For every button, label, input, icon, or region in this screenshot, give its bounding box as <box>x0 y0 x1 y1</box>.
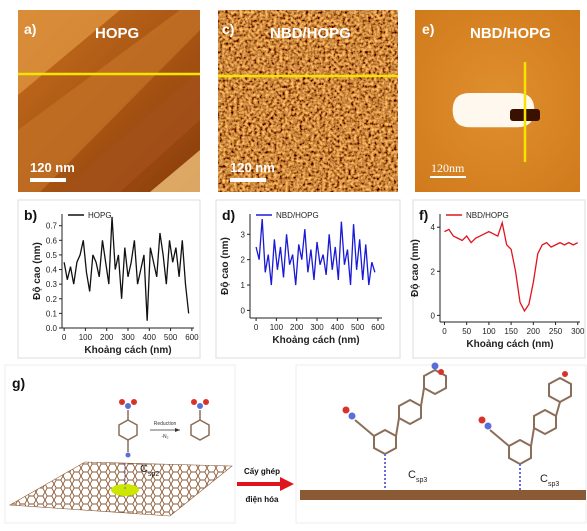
y-tick-label: 0.5 <box>46 251 58 260</box>
y-tick-label: 0.6 <box>46 236 58 245</box>
x-tick-label: 150 <box>504 327 518 336</box>
arrow-label: Cấy ghép <box>244 467 280 476</box>
panel-label: g) <box>12 375 25 391</box>
carbon-letter: C <box>408 469 416 481</box>
y-tick-label: 0.3 <box>46 280 58 289</box>
x-tick-label: 500 <box>351 323 365 332</box>
x-tick-label: 250 <box>549 327 563 336</box>
image-title: NBD/HOPG <box>270 25 351 42</box>
image-c: c) NBD/HOPG 120 nm <box>218 10 398 192</box>
atom <box>203 399 209 405</box>
graphene-lattice <box>300 490 586 500</box>
image-title: HOPG <box>95 25 139 42</box>
arrow-head <box>280 477 294 491</box>
x-tick-label: 600 <box>371 323 385 332</box>
x-tick-label: 100 <box>482 327 496 336</box>
y-tick-label: 0.1 <box>46 309 58 318</box>
image-a: a) HOPG 120 nm <box>18 10 200 192</box>
atom <box>485 423 492 430</box>
scheme: g) Csp2 Reduction -N₂ Cấy ghép điện hóa <box>5 363 586 524</box>
x-tick-label: 300 <box>571 327 585 336</box>
arrow-label: điện hóa <box>246 495 279 504</box>
panel-label: c) <box>222 21 234 37</box>
panel-label: d) <box>222 207 235 223</box>
x-tick-label: 50 <box>462 327 471 336</box>
data-line <box>64 217 189 321</box>
x-tick-label: 500 <box>164 333 178 342</box>
x-tick-label: 400 <box>331 323 345 332</box>
data-line <box>256 219 375 285</box>
atom <box>438 369 444 375</box>
figure: a) HOPG 120 nm c) NBD/HOPG 120 nm e) NBD… <box>0 0 587 526</box>
panel-label: a) <box>24 21 36 37</box>
data-line <box>444 223 577 311</box>
x-tick-label: 600 <box>185 333 199 342</box>
y-tick-label: 4 <box>431 223 436 232</box>
reaction-site <box>111 484 139 496</box>
scale-bar <box>230 178 266 182</box>
scale-label: 120nm <box>431 161 465 175</box>
scale-bar <box>430 176 466 178</box>
x-tick-label: 0 <box>442 327 447 336</box>
y-tick-label: 0.0 <box>46 324 58 333</box>
carbon-subscript: sp2 <box>148 471 159 478</box>
x-tick-label: 300 <box>310 323 324 332</box>
y-tick-label: 0.7 <box>46 222 58 231</box>
carbon-subscript: sp3 <box>548 481 559 488</box>
x-tick-label: 100 <box>270 323 284 332</box>
y-axis-label: Độ cao (nm) <box>220 237 231 295</box>
y-tick-label: 0 <box>241 306 246 315</box>
panel-label: f) <box>419 207 428 223</box>
legend-label: HOPG <box>88 211 112 220</box>
atom <box>131 399 137 405</box>
atom <box>562 371 568 377</box>
x-axis-label: Khoảng cách (nm) <box>272 335 359 346</box>
x-axis-label: Khoảng cách (nm) <box>84 345 171 356</box>
panel-label: e) <box>422 21 434 37</box>
x-axis-label: Khoảng cách (nm) <box>466 339 553 350</box>
atom <box>126 453 131 458</box>
carbon-letter: C <box>140 463 148 475</box>
y-tick-label: 0.4 <box>46 266 58 275</box>
y-tick-label: 1 <box>241 281 246 290</box>
carbon-subscript: sp3 <box>416 477 427 484</box>
y-axis-label: Độ cao (nm) <box>32 242 43 300</box>
y-tick-label: 0 <box>431 311 436 320</box>
atom <box>349 413 356 420</box>
image-title: NBD/HOPG <box>470 25 551 42</box>
x-tick-label: 100 <box>79 333 93 342</box>
x-tick-label: 200 <box>290 323 304 332</box>
x-tick-label: 0 <box>62 333 67 342</box>
legend-label: NBD/HOPG <box>276 211 319 220</box>
atom <box>125 403 131 409</box>
y-tick-label: 2 <box>431 267 436 276</box>
y-tick-label: 2 <box>241 256 246 265</box>
x-tick-label: 200 <box>100 333 114 342</box>
reaction-text: Reduction <box>154 421 177 427</box>
scale-label: 120 nm <box>230 160 275 175</box>
panel-label: b) <box>24 207 37 223</box>
y-axis-label: Độ cao (nm) <box>410 239 421 297</box>
image-e: e) NBD/HOPG 120nm <box>415 10 580 192</box>
y-tick-label: 0.2 <box>46 295 58 304</box>
reaction-text: -N₂ <box>161 434 168 440</box>
atom <box>479 417 486 424</box>
scale-bar <box>30 178 66 182</box>
atom <box>197 403 203 409</box>
atom <box>343 407 350 414</box>
x-tick-label: 0 <box>254 323 259 332</box>
atom <box>119 399 125 405</box>
legend-label: NBD/HOPG <box>466 211 509 220</box>
atom <box>432 363 439 370</box>
x-tick-label: 400 <box>143 333 157 342</box>
carbon-letter: C <box>540 473 548 485</box>
y-tick-label: 3 <box>241 230 246 239</box>
scale-label: 120 nm <box>30 160 75 175</box>
x-tick-label: 300 <box>121 333 135 342</box>
atom <box>191 399 197 405</box>
x-tick-label: 200 <box>527 327 541 336</box>
